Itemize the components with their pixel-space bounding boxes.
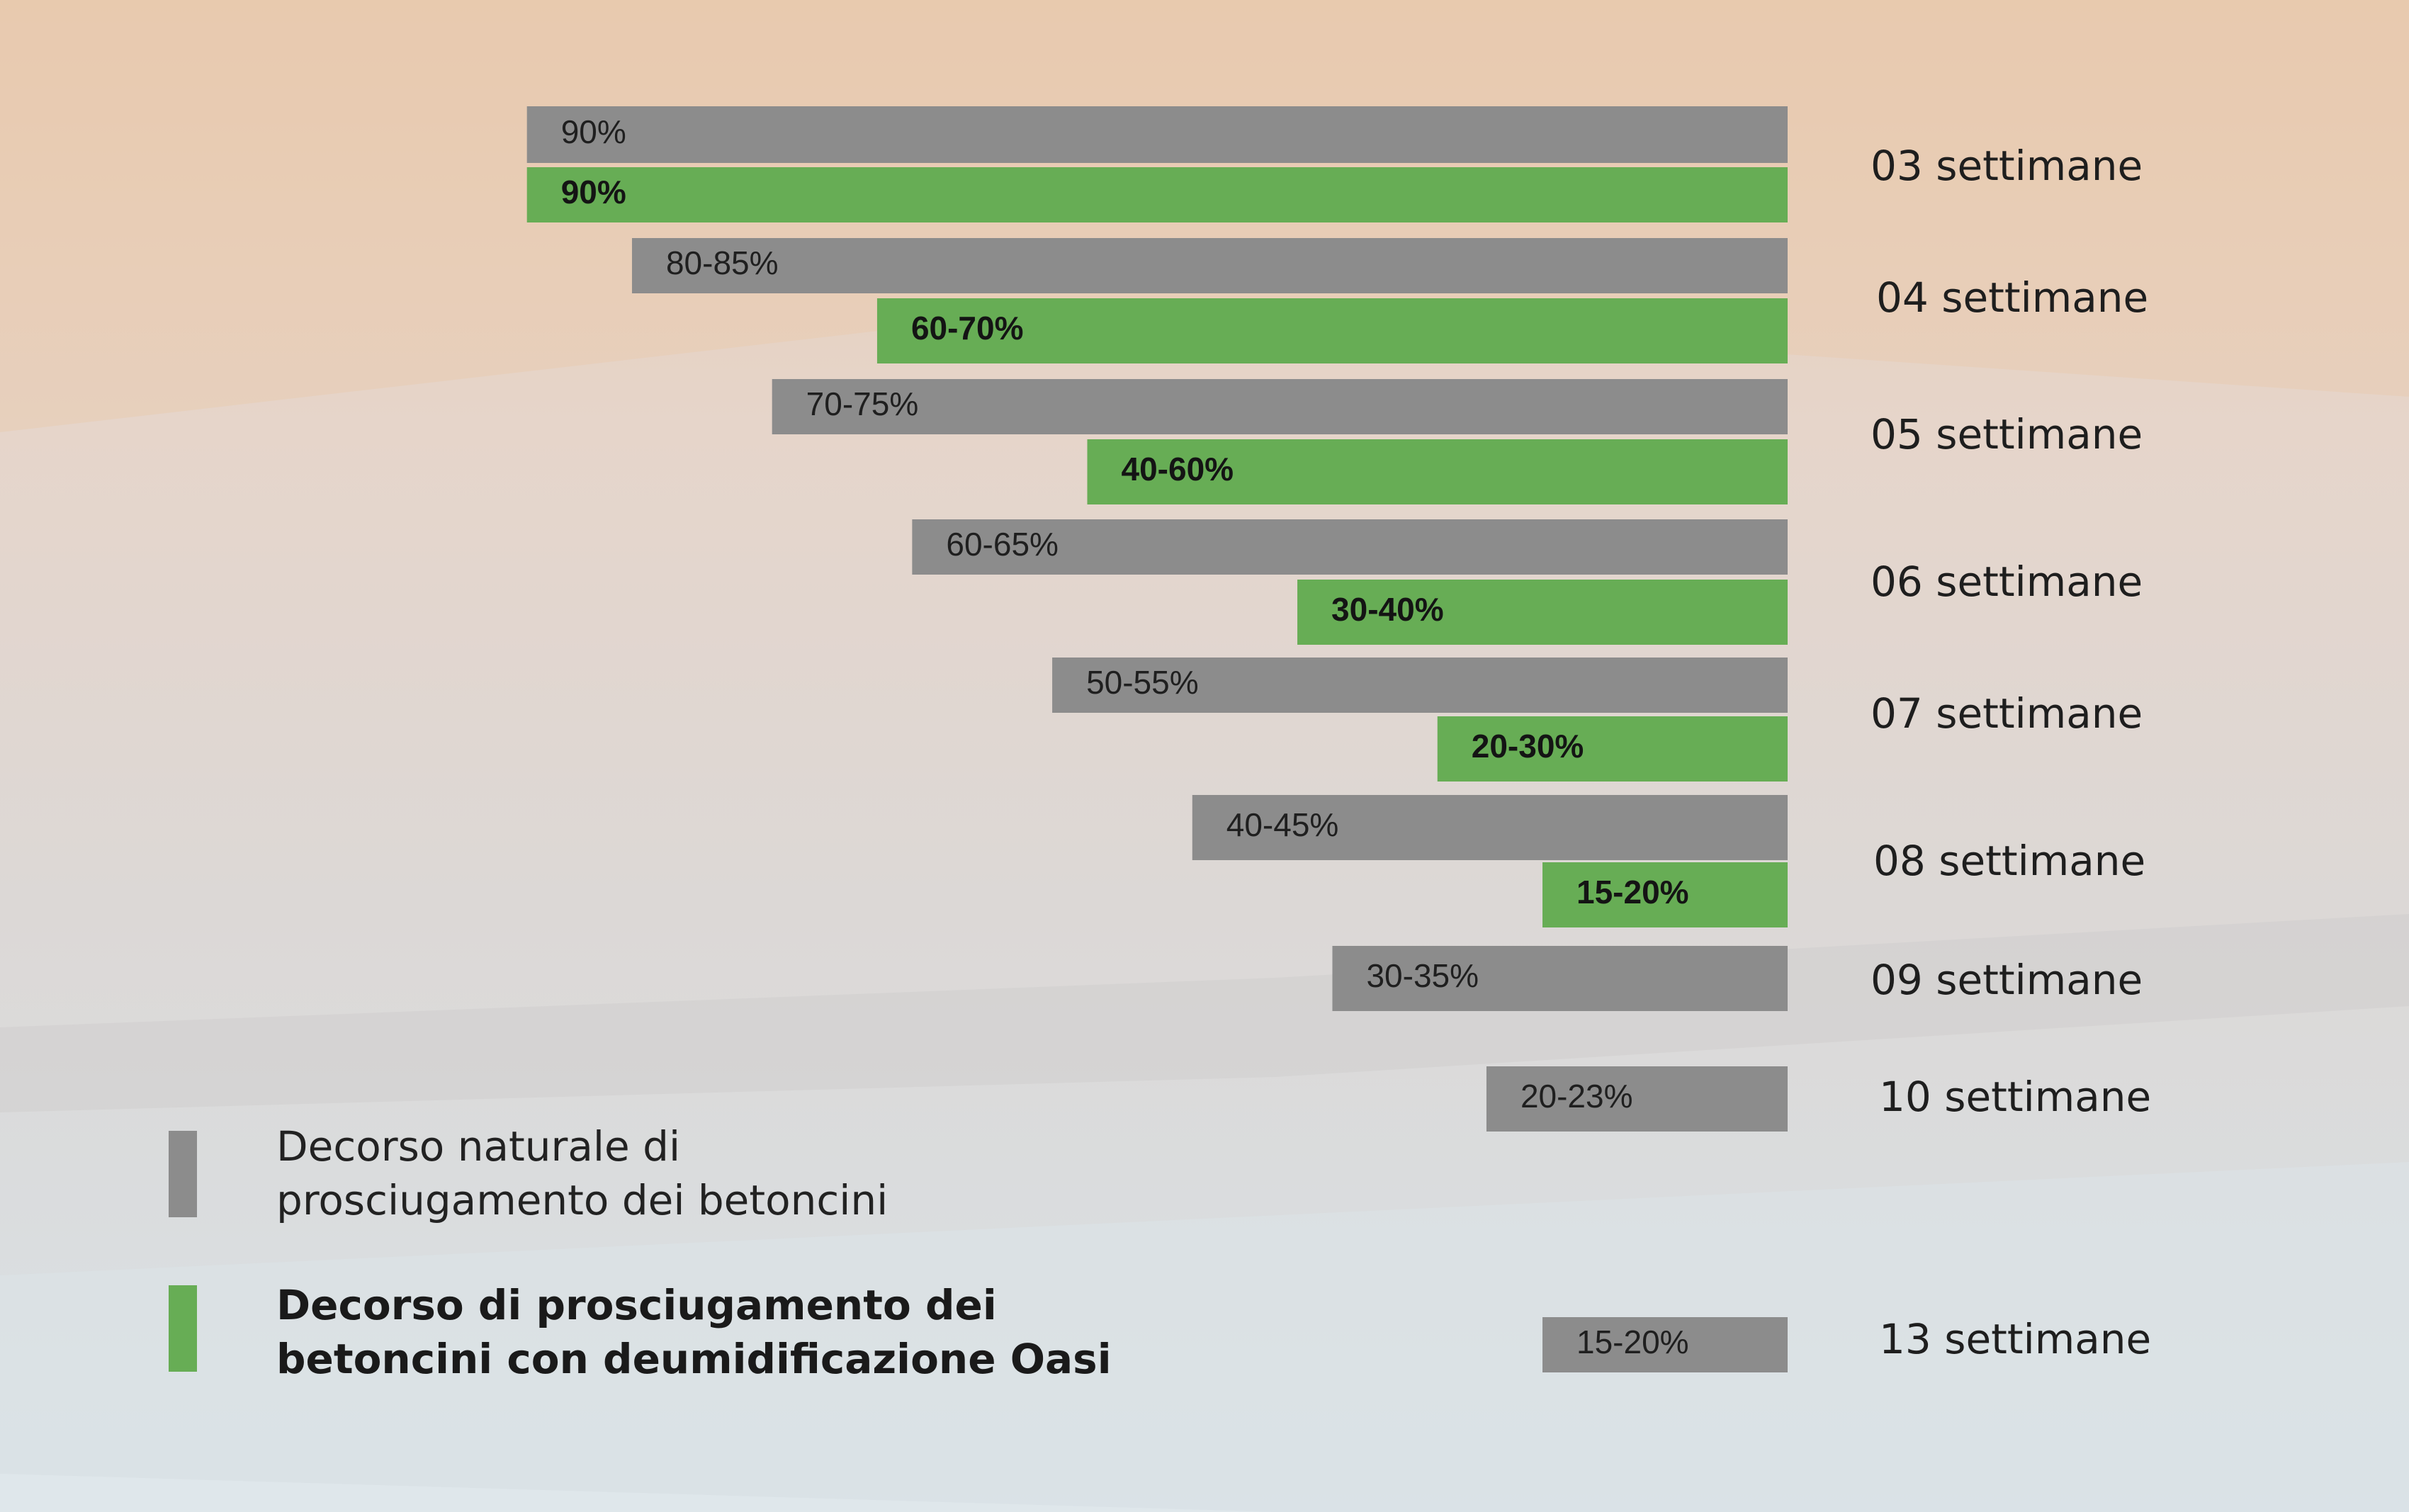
oasi-bar-4 [1437, 716, 1788, 782]
natural-bar-label-5: 40-45% [1226, 806, 1339, 843]
legend-oasi-line2: betoncini con deumidificazione Oasi [276, 1335, 1112, 1383]
natural-bar-label-1: 80-85% [666, 244, 779, 281]
oasi-bar-label-2: 40-60% [1122, 451, 1234, 487]
natural-bar-1 [631, 238, 1788, 293]
natural-bar-3 [912, 519, 1788, 575]
oasi-bar-5 [1542, 862, 1788, 927]
oasi-bar-label-1: 60-70% [911, 310, 1024, 346]
natural-bar-label-0: 90% [561, 113, 626, 150]
legend-natural-line1: Decorso naturale di [276, 1122, 681, 1170]
natural-bar-4 [1052, 658, 1788, 713]
natural-bar-label-7: 20-23% [1521, 1078, 1633, 1115]
natural-bar-7 [1486, 1066, 1788, 1132]
category-label-8: 13 settimane [1879, 1315, 2151, 1363]
natural-bar-6 [1332, 946, 1788, 1011]
category-label-5: 08 settimane [1873, 837, 2145, 885]
legend-label-oasi: Decorso di prosciugamento dei betoncini … [276, 1278, 1112, 1386]
category-label-0: 03 settimane [1871, 142, 2143, 190]
category-label-7: 10 settimane [1879, 1073, 2151, 1121]
natural-bar-label-4: 50-55% [1086, 664, 1199, 701]
natural-bar-2 [772, 379, 1788, 434]
labels-layer: 90% 90% 03 settimane 80-85% 60-70% 04 settima… [561, 113, 2152, 1363]
legend-swatch-natural [169, 1131, 197, 1217]
legend-label-natural: Decorso naturale di prosciugamento dei b… [276, 1119, 888, 1227]
natural-bar-label-2: 70-75% [806, 385, 919, 422]
oasi-bar-label-3: 30-40% [1331, 591, 1444, 628]
legend-natural-line2: prosciugamento dei betoncini [276, 1176, 888, 1224]
natural-bar-8 [1542, 1317, 1788, 1372]
natural-bar-label-6: 30-35% [1366, 957, 1479, 994]
natural-bar-0 [526, 106, 1788, 163]
oasi-bar-label-5: 15-20% [1576, 874, 1689, 910]
natural-bar-label-3: 60-65% [946, 526, 1059, 563]
natural-bar-5 [1192, 795, 1788, 860]
natural-bar-label-8: 15-20% [1576, 1324, 1689, 1360]
oasi-bar-3 [1297, 580, 1788, 645]
category-label-4: 07 settimane [1871, 689, 2143, 738]
oasi-bar-2 [1087, 439, 1788, 504]
oasi-bar-label-0: 90% [561, 174, 626, 210]
oasi-bar-0 [526, 167, 1788, 222]
legend-swatch-oasi [169, 1285, 197, 1372]
oasi-bar-1 [876, 298, 1788, 363]
oasi-bar-label-4: 20-30% [1472, 728, 1584, 765]
category-label-2: 05 settimane [1871, 410, 2143, 458]
category-label-6: 09 settimane [1871, 956, 2143, 1004]
category-label-1: 04 settimane [1876, 273, 2148, 322]
bars-layer [526, 106, 1788, 1372]
legend-oasi-line1: Decorso di prosciugamento dei [276, 1281, 997, 1329]
category-label-3: 06 settimane [1871, 558, 2143, 606]
